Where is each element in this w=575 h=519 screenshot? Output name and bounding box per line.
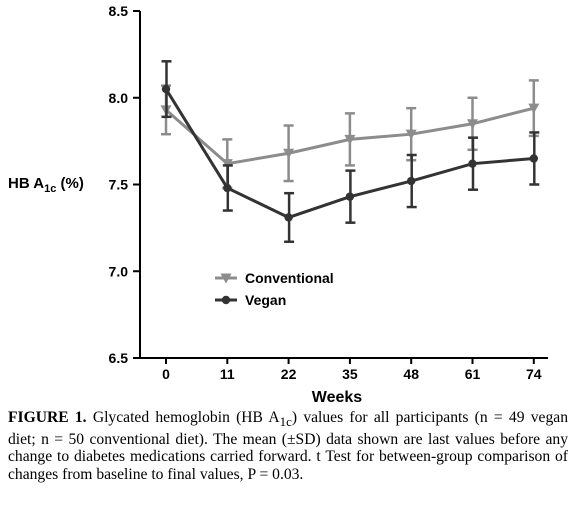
- x-tick-label: 35: [342, 366, 358, 382]
- vegan-point: [223, 183, 232, 193]
- caption-figure-label: FIGURE 1.: [8, 409, 87, 426]
- vegan-point: [407, 176, 416, 186]
- caption-subscript: 1c: [279, 414, 292, 430]
- y-tick-label: 6.5: [109, 350, 129, 366]
- vegan-point: [529, 154, 538, 163]
- series-vegan: [161, 60, 540, 244]
- y-tick-label: 8.5: [109, 3, 129, 19]
- x-tick-label: 11: [220, 366, 235, 382]
- conventional-point: [467, 119, 478, 130]
- vegan-point: [345, 192, 355, 201]
- glycated-hemoglobin-chart: 6.5 7.0 7.5 8.0 8.5 0 11 22 35 48 61 74 Convention…: [8, 3, 548, 405]
- conventional-point: [344, 134, 356, 145]
- x-axis-label: Weeks: [312, 389, 363, 405]
- vegan-point: [284, 213, 293, 222]
- x-tick-label: 74: [526, 366, 542, 382]
- legend-marker-vegan: [221, 295, 231, 305]
- vegan-point: [468, 159, 477, 168]
- y-tick-labels: 6.5 7.0 7.5 8.0 8.5: [109, 3, 129, 366]
- y-tick-label: 7.5: [109, 177, 129, 193]
- x-tick-label: 22: [281, 366, 297, 382]
- x-tick-labels: 0 11 22 35 48 61 74: [162, 366, 542, 382]
- vegan-point: [161, 84, 171, 94]
- caption-text: Glycated hemoglobin (HB A: [86, 409, 280, 426]
- conventional-point: [405, 129, 417, 140]
- legend-marker-conventional: [220, 273, 232, 284]
- x-tick-label: 0: [162, 366, 170, 382]
- series-layer: [160, 60, 540, 244]
- legend: Conventional Vegan: [215, 270, 334, 308]
- legend-label-conventional: Conventional: [245, 270, 334, 286]
- axes: [133, 10, 548, 364]
- x-tick-label: 61: [465, 366, 481, 382]
- y-tick-label: 8.0: [109, 90, 129, 106]
- conventional-point: [283, 148, 295, 159]
- series-conventional: [160, 79, 540, 190]
- figure-caption: FIGURE 1. Glycated hemoglobin (HB A1c) v…: [8, 409, 568, 483]
- x-tick-label: 48: [403, 366, 419, 382]
- legend-label-vegan: Vegan: [245, 292, 286, 308]
- y-tick-label: 7.0: [109, 263, 129, 279]
- conventional-point: [528, 103, 540, 114]
- caption-text-continued: ) values for all participants (n = 49 ve…: [8, 409, 568, 483]
- legend-item-conventional: Conventional: [215, 270, 334, 286]
- y-axis-label: HB A1c (%): [8, 175, 84, 195]
- legend-item-vegan: Vegan: [215, 292, 286, 308]
